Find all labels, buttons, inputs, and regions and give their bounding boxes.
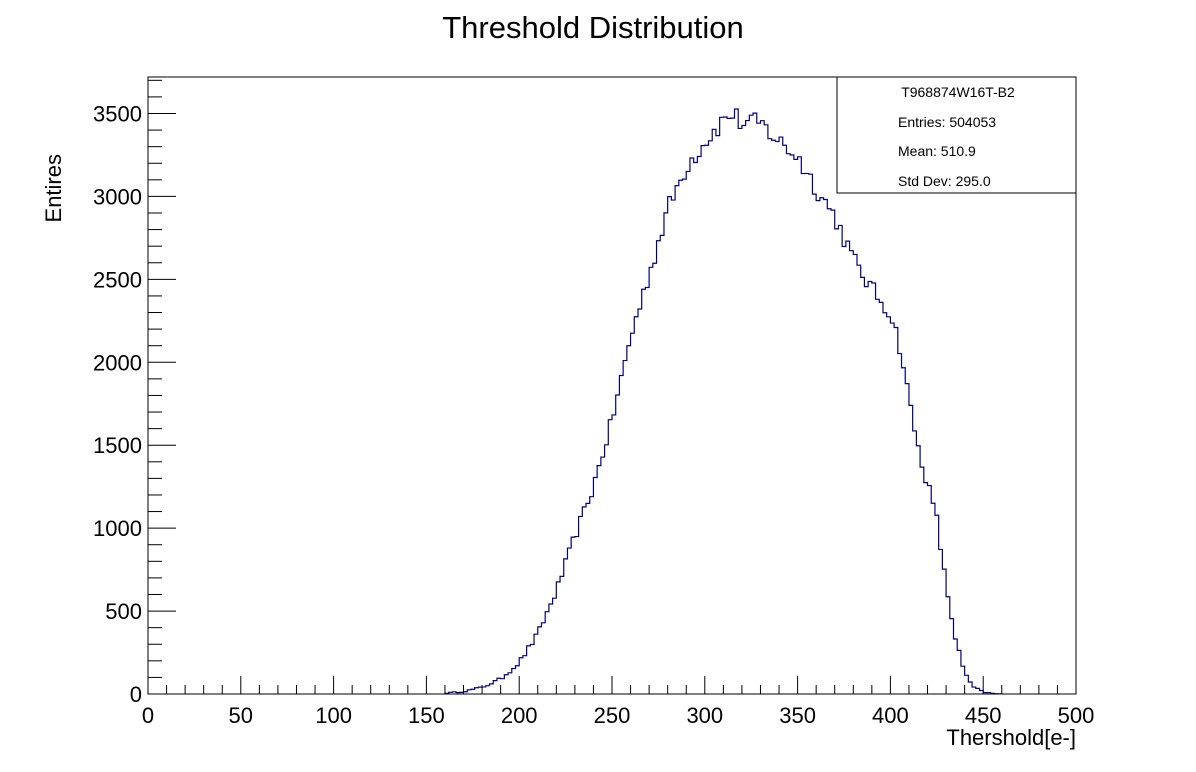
y-tick-label: 3500	[93, 101, 142, 126]
x-tick-label: 450	[965, 703, 1002, 728]
chart-title: Threshold Distribution	[442, 10, 744, 45]
y-tick-label: 2500	[93, 267, 142, 292]
x-tick-label: 100	[315, 703, 352, 728]
x-tick-label: 200	[501, 703, 538, 728]
x-tick-label: 250	[594, 703, 631, 728]
y-tick-label: 500	[105, 599, 142, 624]
x-tick-label: 300	[686, 703, 723, 728]
y-tick-label: 3000	[93, 184, 142, 209]
x-tick-label: 150	[408, 703, 445, 728]
stats-box: T968874W16T-B2 Entries: 504053 Mean: 510…	[836, 76, 1077, 194]
y-tick-label: 2000	[93, 350, 142, 375]
histogram-series	[444, 108, 1003, 695]
x-tick-label: 350	[779, 703, 816, 728]
stats-box-mean: Mean: 510.9	[898, 143, 976, 159]
stats-box-name: T968874W16T-B2	[901, 84, 1015, 100]
axes: 0 50 100 150 200 250 300 350 400 450 500 0 500 1000 15…	[93, 79, 1095, 728]
y-axis-label: Entires	[41, 154, 66, 222]
x-tick-label: 0	[142, 703, 154, 728]
stats-box-frame	[836, 76, 1077, 194]
stats-box-stddev: Std Dev: 295.0	[898, 173, 991, 189]
x-tick-label: 500	[1058, 703, 1095, 728]
plot-frame	[147, 76, 1077, 695]
y-tick-label: 1000	[93, 516, 142, 541]
stats-box-entries: Entries: 504053	[898, 114, 996, 130]
y-tick-label: 0	[130, 682, 142, 707]
y-tick-label: 1500	[93, 433, 142, 458]
x-tick-label: 50	[229, 703, 253, 728]
x-tick-label: 400	[872, 703, 909, 728]
x-axis-label: Thershold[e-]	[946, 725, 1076, 750]
histogram-line	[444, 108, 1003, 695]
